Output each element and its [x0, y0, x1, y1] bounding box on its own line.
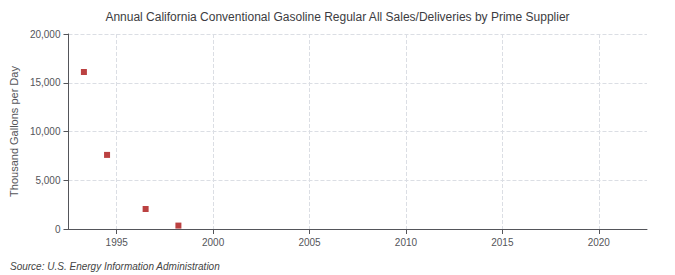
- svg-text:15,000: 15,000: [30, 77, 61, 88]
- svg-text:5,000: 5,000: [35, 175, 60, 186]
- svg-text:2005: 2005: [298, 237, 321, 248]
- svg-text:Thousand Gallons per Day: Thousand Gallons per Day: [8, 66, 20, 197]
- svg-text:2015: 2015: [491, 237, 514, 248]
- svg-text:Annual California Conventional: Annual California Conventional Gasoline …: [105, 10, 569, 24]
- svg-text:20,000: 20,000: [30, 29, 61, 40]
- svg-text:2000: 2000: [202, 237, 225, 248]
- svg-text:10,000: 10,000: [30, 126, 61, 137]
- svg-text:Source: U.S. Energy Informatio: Source: U.S. Energy Information Administ…: [10, 261, 220, 272]
- svg-text:1995: 1995: [106, 237, 129, 248]
- svg-text:2010: 2010: [395, 237, 418, 248]
- svg-text:0: 0: [55, 224, 61, 235]
- svg-text:2020: 2020: [588, 237, 611, 248]
